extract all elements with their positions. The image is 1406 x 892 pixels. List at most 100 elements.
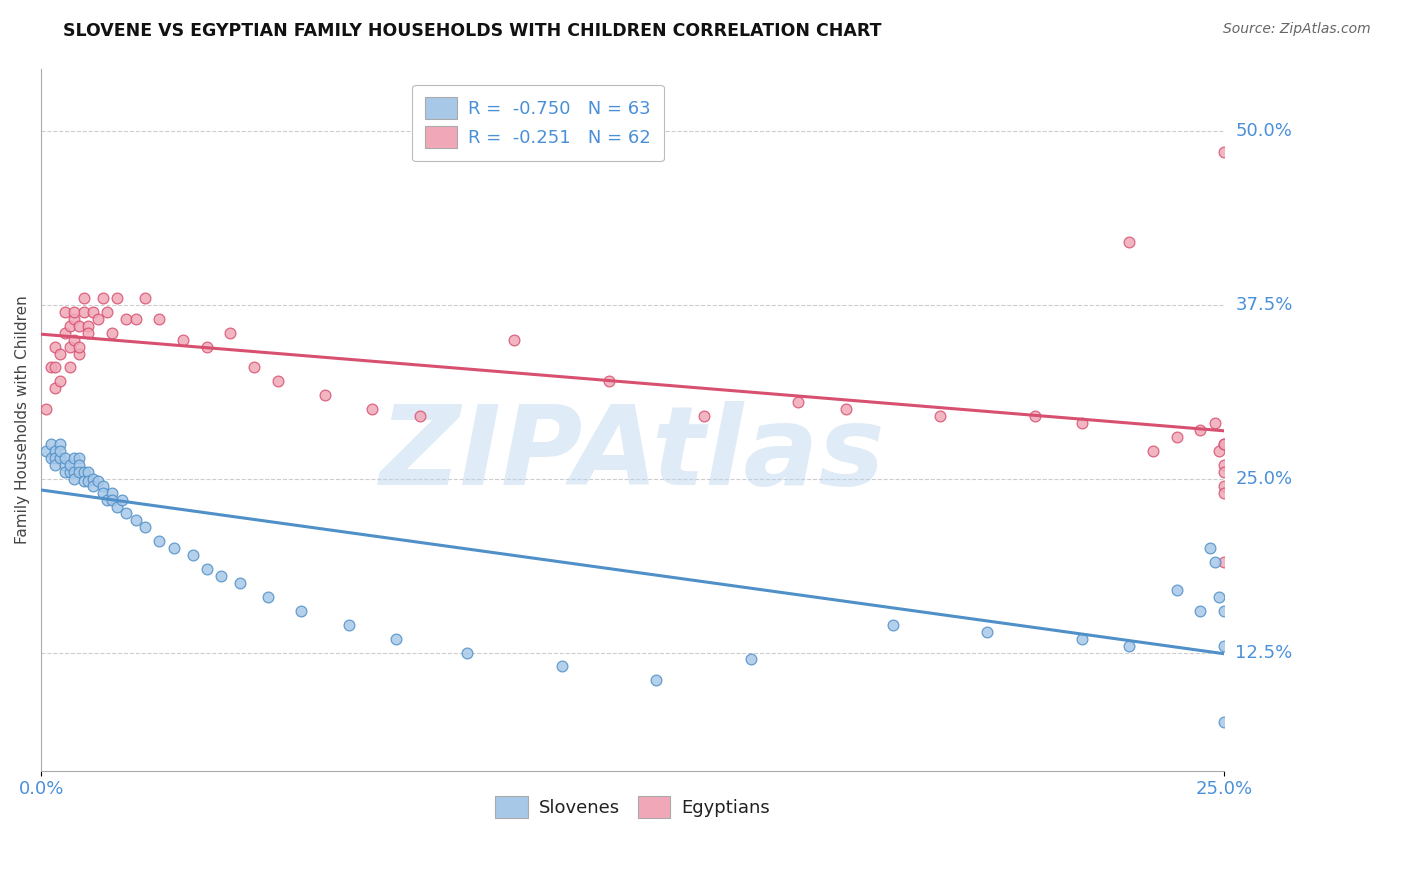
Point: [105, 291, 128, 305]
Point: [181, 548, 204, 562]
Point: [115, 507, 138, 521]
Point: [53, 458, 76, 472]
Point: [1213, 437, 1236, 451]
Point: [63, 333, 86, 347]
Point: [787, 395, 810, 409]
Point: [503, 333, 526, 347]
Point: [44, 360, 66, 375]
Point: [834, 402, 856, 417]
Point: [49, 437, 72, 451]
Point: [63, 311, 86, 326]
Point: [67, 450, 90, 465]
Point: [67, 346, 90, 360]
Point: [87, 475, 110, 489]
Point: [125, 311, 148, 326]
Point: [53, 465, 76, 479]
Point: [63, 305, 86, 319]
Point: [63, 450, 86, 465]
Point: [39, 437, 62, 451]
Point: [598, 375, 620, 389]
Point: [1024, 409, 1046, 424]
Text: ZIPAtlas: ZIPAtlas: [380, 401, 886, 508]
Point: [91, 291, 114, 305]
Point: [1213, 478, 1236, 492]
Point: [243, 360, 266, 375]
Point: [1204, 555, 1226, 569]
Point: [1213, 604, 1236, 618]
Point: [1118, 639, 1140, 653]
Point: [134, 291, 156, 305]
Point: [385, 632, 408, 646]
Point: [105, 500, 128, 514]
Point: [125, 513, 148, 527]
Point: [73, 291, 96, 305]
Point: [408, 409, 430, 424]
Point: [740, 652, 762, 666]
Point: [976, 624, 998, 639]
Point: [63, 465, 86, 479]
Point: [39, 360, 62, 375]
Point: [1213, 145, 1236, 159]
Point: [1199, 541, 1222, 556]
Point: [337, 617, 360, 632]
Point: [219, 326, 242, 340]
Point: [35, 443, 58, 458]
Point: [44, 381, 66, 395]
Point: [39, 450, 62, 465]
Point: [63, 472, 86, 486]
Point: [67, 458, 90, 472]
Point: [1208, 443, 1230, 458]
Point: [456, 646, 478, 660]
Point: [49, 346, 72, 360]
Point: [929, 409, 952, 424]
Point: [73, 475, 96, 489]
Point: [1142, 443, 1164, 458]
Point: [101, 492, 124, 507]
Point: [67, 340, 90, 354]
Point: [58, 318, 80, 333]
Point: [53, 326, 76, 340]
Point: [645, 673, 668, 688]
Point: [96, 492, 118, 507]
Point: [87, 311, 110, 326]
Point: [1213, 639, 1236, 653]
Point: [101, 326, 124, 340]
Point: [58, 465, 80, 479]
Point: [53, 450, 76, 465]
Point: [290, 604, 312, 618]
Point: [361, 402, 384, 417]
Point: [49, 450, 72, 465]
Point: [67, 465, 90, 479]
Point: [1213, 555, 1236, 569]
Point: [1204, 416, 1226, 430]
Point: [314, 388, 336, 402]
Point: [1071, 632, 1094, 646]
Point: [91, 478, 114, 492]
Text: SLOVENE VS EGYPTIAN FAMILY HOUSEHOLDS WITH CHILDREN CORRELATION CHART: SLOVENE VS EGYPTIAN FAMILY HOUSEHOLDS WI…: [63, 22, 882, 40]
Point: [1118, 235, 1140, 250]
Point: [229, 576, 252, 591]
Point: [134, 520, 156, 534]
Point: [1071, 416, 1094, 430]
Point: [58, 458, 80, 472]
Point: [49, 443, 72, 458]
Point: [1213, 714, 1236, 729]
Text: 50.0%: 50.0%: [1236, 122, 1292, 140]
Point: [77, 475, 100, 489]
Point: [73, 305, 96, 319]
Point: [882, 617, 904, 632]
Point: [1213, 437, 1236, 451]
Y-axis label: Family Households with Children: Family Households with Children: [15, 295, 30, 544]
Point: [257, 590, 280, 604]
Point: [1213, 458, 1236, 472]
Point: [115, 311, 138, 326]
Point: [82, 478, 104, 492]
Point: [110, 492, 132, 507]
Point: [44, 458, 66, 472]
Point: [1166, 582, 1188, 597]
Point: [1189, 423, 1212, 437]
Point: [53, 305, 76, 319]
Point: [148, 534, 170, 549]
Point: [209, 569, 232, 583]
Point: [101, 485, 124, 500]
